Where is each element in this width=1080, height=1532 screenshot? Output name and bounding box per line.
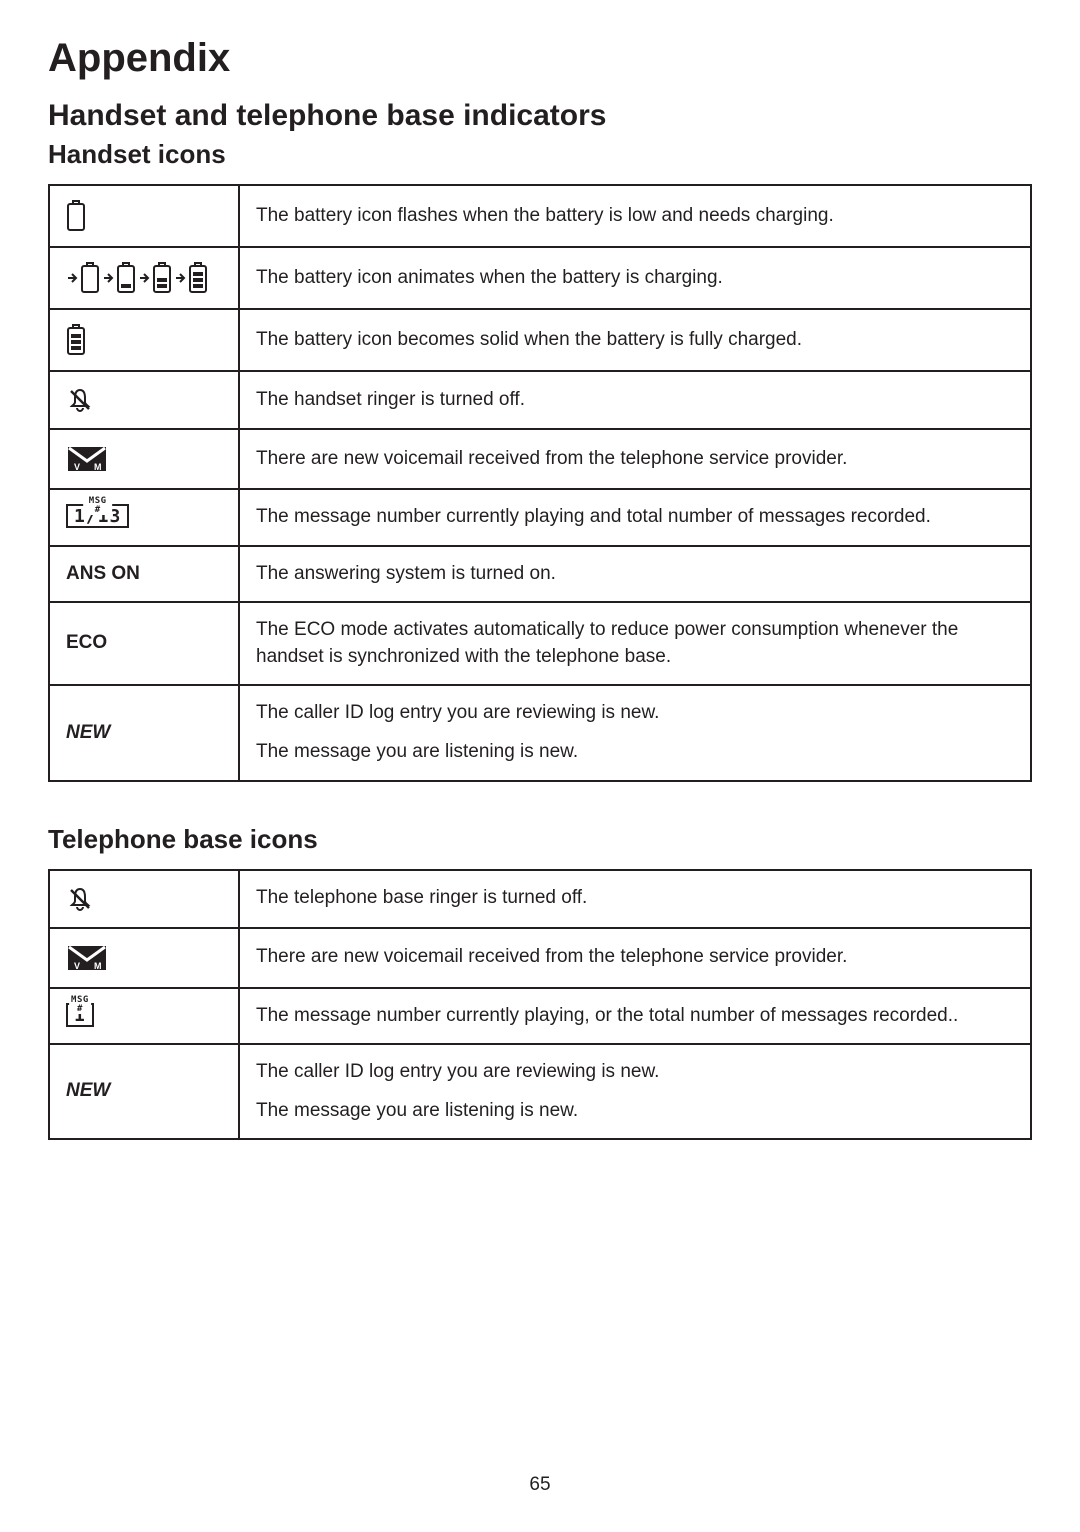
icon-cell: NEW <box>49 685 239 780</box>
icon-cell: MSG # 1/13 <box>49 489 239 546</box>
battery-charging-icon <box>66 262 222 294</box>
text-indicator: NEW <box>66 1080 110 1101</box>
description-cell: There are new voicemail received from th… <box>239 429 1031 489</box>
handset-icons-table: The battery icon flashes when the batter… <box>48 184 1032 782</box>
table-row: MSG # 1 The message number currently pla… <box>49 988 1031 1045</box>
desc-text: The answering system is turned on. <box>256 563 556 584</box>
battery-full-icon <box>66 324 222 356</box>
icon-cell: MSG # 1 <box>49 988 239 1045</box>
desc-text: There are new voicemail received from th… <box>256 448 847 469</box>
table-row: The battery icon flashes when the batter… <box>49 185 1031 247</box>
desc-line: The caller ID log entry you are reviewin… <box>256 1059 1014 1086</box>
voicemail-icon: V M <box>66 444 222 474</box>
text-indicator: ANS ON <box>66 563 140 584</box>
message-count-icon: MSG # 1/13 <box>66 504 129 528</box>
voicemail-icon: V M <box>66 943 222 973</box>
icon-cell: ANS ON <box>49 546 239 603</box>
table-row: NEW The caller ID log entry you are revie… <box>49 1044 1031 1139</box>
page-title: Appendix <box>48 36 1032 81</box>
icon-cell: V M <box>49 429 239 489</box>
text-indicator: NEW <box>66 722 110 743</box>
description-cell: The battery icon animates when the batte… <box>239 247 1031 309</box>
table-row: MSG # 1/13 The message number currently … <box>49 489 1031 546</box>
table-row: The telephone base ringer is turned off. <box>49 870 1031 928</box>
table-row: The handset ringer is turned off. <box>49 371 1031 429</box>
page-number: 65 <box>0 1474 1080 1496</box>
description-cell: The message number currently playing and… <box>239 489 1031 546</box>
icon-cell <box>49 309 239 371</box>
icon-cell: V M <box>49 928 239 988</box>
description-cell: The message number currently playing, or… <box>239 988 1031 1045</box>
icon-cell <box>49 371 239 429</box>
desc-text: The message number currently playing, or… <box>256 1005 958 1026</box>
description-cell: There are new voicemail received from th… <box>239 928 1031 988</box>
desc-text: The telephone base ringer is turned off. <box>256 887 587 908</box>
svg-text:V: V <box>74 462 80 472</box>
description-cell: The caller ID log entry you are reviewin… <box>239 1044 1031 1139</box>
description-cell: The ECO mode activates automatically to … <box>239 602 1031 685</box>
description-cell: The caller ID log entry you are reviewin… <box>239 685 1031 780</box>
description-cell: The battery icon becomes solid when the … <box>239 309 1031 371</box>
base-icons-heading: Telephone base icons <box>48 824 1032 855</box>
description-cell: The telephone base ringer is turned off. <box>239 870 1031 928</box>
handset-icons-heading: Handset icons <box>48 139 1032 170</box>
desc-text: The battery icon flashes when the batter… <box>256 205 834 226</box>
svg-text:M: M <box>94 462 102 472</box>
desc-text: There are new voicemail received from th… <box>256 946 847 967</box>
icon-cell: NEW <box>49 1044 239 1139</box>
description-cell: The handset ringer is turned off. <box>239 371 1031 429</box>
desc-text: The battery icon animates when the batte… <box>256 267 723 288</box>
desc-text: The message number currently playing and… <box>256 506 931 527</box>
desc-line: The caller ID log entry you are reviewin… <box>256 700 1014 727</box>
ringer-off-icon <box>66 386 222 414</box>
section-title: Handset and telephone base indicators <box>48 99 1032 133</box>
desc-text: The handset ringer is turned off. <box>256 389 525 410</box>
table-row: V M There are new voicemail received fro… <box>49 429 1031 489</box>
msg-label: MSG # <box>69 996 91 1014</box>
icon-cell <box>49 870 239 928</box>
table-row: ANS ON The answering system is turned on. <box>49 546 1031 603</box>
desc-line: The message you are listening is new. <box>256 1098 1014 1125</box>
svg-text:V: V <box>74 961 80 971</box>
desc-line: The message you are listening is new. <box>256 739 1014 766</box>
desc-text: The battery icon becomes solid when the … <box>256 329 802 350</box>
icon-cell <box>49 185 239 247</box>
table-row: ECO The ECO mode activates automatically … <box>49 602 1031 685</box>
svg-text:M: M <box>94 961 102 971</box>
description-cell: The answering system is turned on. <box>239 546 1031 603</box>
msg-label: MSG # <box>83 497 113 515</box>
table-row: NEW The caller ID log entry you are revie… <box>49 685 1031 780</box>
text-indicator: ECO <box>66 632 107 653</box>
ringer-off-icon <box>66 885 222 913</box>
table-row: V M There are new voicemail received fro… <box>49 928 1031 988</box>
desc-text: The ECO mode activates automatically to … <box>256 619 958 667</box>
icon-cell <box>49 247 239 309</box>
description-cell: The battery icon flashes when the batter… <box>239 185 1031 247</box>
message-count-icon: MSG # 1 <box>66 1003 94 1027</box>
battery-empty-icon <box>66 200 222 232</box>
icon-cell: ECO <box>49 602 239 685</box>
table-row: The battery icon animates when the batte… <box>49 247 1031 309</box>
table-row: The battery icon becomes solid when the … <box>49 309 1031 371</box>
base-icons-table: The telephone base ringer is turned off.… <box>48 869 1032 1141</box>
